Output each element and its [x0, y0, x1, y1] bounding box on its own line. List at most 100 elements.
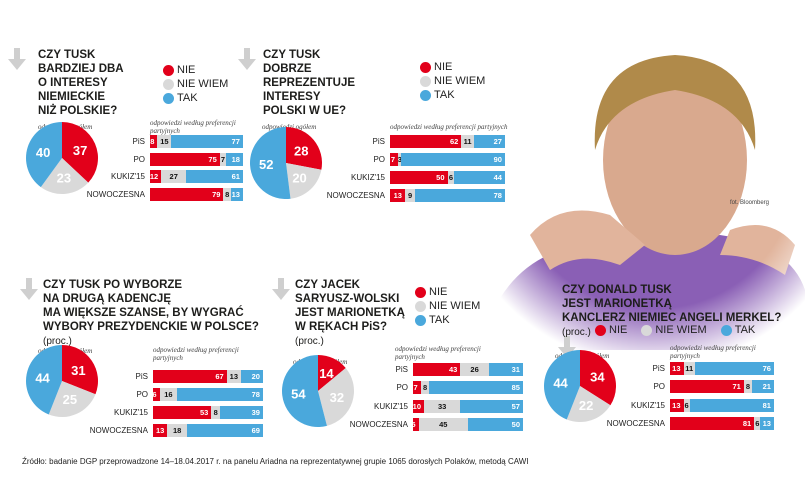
bar-segment-tak: 27	[473, 135, 505, 148]
party-label: NOWOCZESNA	[326, 191, 385, 200]
legend-item-tak: TAK	[415, 313, 480, 327]
bar-segment-nie-wiem: 9	[404, 189, 416, 202]
bar-segment-nie-wiem: 16	[159, 388, 178, 401]
legend-item-tak: TAK	[163, 91, 228, 105]
stacked-bar: 7 8 85	[413, 381, 523, 395]
party-label: PO	[373, 155, 385, 164]
overall-pie: 34 22 44	[544, 350, 616, 422]
title-line: JEST MARIONETKĄ	[295, 307, 405, 319]
title-line: NIEMIECKIE	[38, 91, 106, 103]
title-line: W RĘKACH PiS?	[295, 321, 387, 333]
legend-item-nie: NIE	[420, 60, 485, 74]
party-label: KUKIZ'15	[351, 173, 385, 182]
legend-item-tak: TAK	[720, 323, 755, 337]
legend-item-nie: NIE	[163, 63, 228, 77]
stacked-bar: 10 33 57	[413, 399, 523, 413]
pie-slice-nie	[62, 345, 99, 395]
bars-caption: odpowiedzi według preferencji partyjnych	[153, 346, 239, 362]
down-arrow-icon	[8, 48, 26, 70]
party-label: NOWOCZESNA	[89, 426, 148, 435]
stacked-bar: 79 8 13	[150, 188, 243, 202]
legend-item-nie-wiem: NIE WIEM	[641, 323, 707, 337]
title-line: NIŻ POLSKIE?	[38, 105, 118, 117]
legend: NIE NIE WIEM TAK	[595, 323, 755, 337]
bar-segment-nie: 13	[670, 398, 684, 412]
legend-swatch	[415, 314, 426, 326]
bars-caption: odpowiedzi według preferencji partyjnych	[670, 344, 756, 360]
bar-segment-nie-wiem: 33	[424, 399, 461, 413]
stacked-bar: 53 8 39	[153, 406, 263, 419]
pie-value-label: 28	[294, 143, 308, 158]
stacked-bar: 13 18 69	[153, 424, 263, 437]
pie-value-label: 32	[330, 390, 344, 405]
bar-segment-nie: 67	[153, 370, 227, 383]
pie-slice-nie-wiem	[40, 158, 89, 194]
bar-segment-tak: 69	[187, 424, 263, 437]
legend-label: NIE	[434, 61, 453, 73]
bar-segment-nie: 8	[150, 135, 158, 148]
pie-slice-nie-wiem	[566, 386, 611, 422]
bar-segment-nie: 13	[153, 424, 168, 437]
legend: NIE NIE WIEM TAK	[420, 60, 485, 102]
pie-value-label: 34	[590, 369, 605, 384]
pie-value-label: 20	[292, 170, 306, 185]
bar-segment-tak: 20	[240, 370, 263, 383]
pie-slice-tak	[25, 345, 62, 415]
bar-segment-tak: 39	[220, 406, 263, 419]
pie-slice-nie-wiem	[318, 368, 354, 426]
bar-segment-tak: 13	[230, 188, 243, 202]
source-note: Źródło: badanie DGP przeprowadzone 14–18…	[22, 457, 529, 466]
bar-segment-nie-wiem: 6	[683, 398, 690, 412]
overall-pie: 28 20 52	[249, 127, 322, 199]
legend-item-nie: NIE	[415, 285, 480, 299]
title-line: CZY TUSK	[263, 49, 321, 61]
bar-segment-nie: 7	[413, 381, 421, 395]
stacked-bar: 12 27 61	[150, 170, 243, 184]
legend-label: NIE	[429, 286, 448, 298]
pie-slice-tak	[26, 122, 63, 188]
legend-swatch	[415, 286, 426, 298]
title-line: CZY TUSK PO WYBORZE	[43, 279, 183, 291]
bar-segment-nie-wiem: 8	[211, 406, 221, 419]
bar-segment-tak: 31	[488, 363, 523, 376]
party-label: PiS	[135, 372, 148, 381]
legend-swatch	[163, 64, 174, 76]
pie-value-label: 14	[319, 366, 334, 381]
stacked-bar: 50 6 44	[390, 171, 505, 184]
stacked-bar: 75 7 18	[150, 152, 243, 166]
bar-segment-nie-wiem: 11	[461, 135, 474, 148]
pie-slice-nie	[318, 355, 346, 391]
title-line: INTERESY	[263, 91, 321, 103]
legend-item-nie-wiem: NIE WIEM	[420, 74, 485, 88]
bar-segment-nie: 71	[670, 380, 744, 394]
unit-label: (proc.)	[562, 327, 591, 338]
stacked-bar: 81 6 13	[670, 416, 774, 430]
title-line: BARDZIEJ DBA	[38, 63, 124, 75]
stacked-bar: 67 13 20	[153, 370, 263, 383]
bar-segment-tak: 18	[226, 152, 243, 166]
party-label: PiS	[395, 365, 408, 374]
bar-segment-nie-wiem: 27	[161, 170, 187, 184]
pie-slice-nie	[62, 122, 99, 183]
bar-segment-nie-wiem: 7	[219, 152, 227, 166]
bar-segment-nie: 79	[150, 188, 224, 202]
legend-label: TAK	[429, 314, 450, 326]
bar-segment-nie-wiem: 11	[683, 362, 695, 375]
party-label: NOWOCZESNA	[349, 419, 408, 429]
bar-segment-nie: 81	[670, 416, 755, 430]
title-line: O INTERESY	[38, 77, 108, 89]
title-line: POLSKI W UE?	[263, 105, 347, 117]
bars-caption: odpowiedzi według preferencji partyjnych	[395, 345, 481, 361]
bar-segment-nie-wiem: 45	[418, 417, 468, 431]
bar-segment-nie-wiem: 8	[743, 380, 753, 394]
legend-label: NIE	[177, 64, 196, 76]
party-label: PO	[133, 154, 145, 164]
overall-pie: 31 25 44	[25, 345, 99, 417]
party-label: PiS	[132, 137, 145, 146]
bar-segment-tak: 50	[468, 417, 523, 431]
bar-segment-nie-wiem: 26	[460, 363, 489, 376]
legend-label: TAK	[434, 89, 455, 101]
unit-line: (proc.)	[43, 334, 259, 349]
pie-slice-nie	[580, 350, 616, 406]
overall-pie: 14 32 54	[282, 355, 354, 427]
